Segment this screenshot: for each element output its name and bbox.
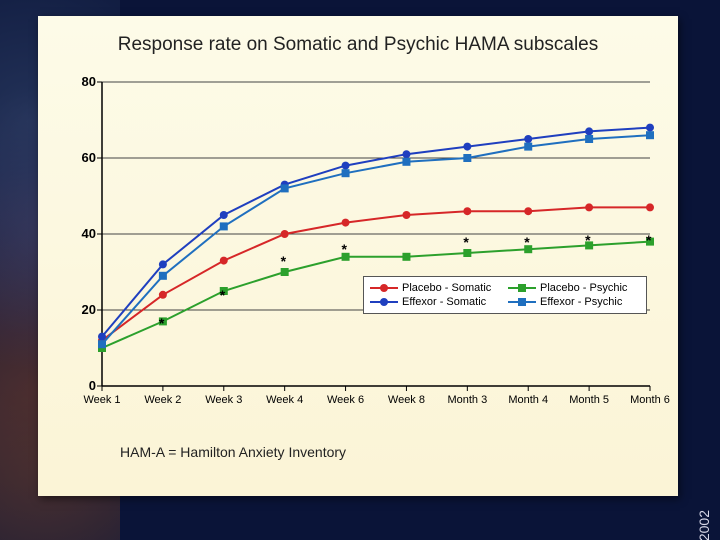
marker bbox=[342, 169, 350, 177]
chart-area: 0 20 40 60 80 Week 1 Week 2 Week 3 Week 4 Week 6 W… bbox=[68, 76, 658, 416]
y-tick-label: 20 bbox=[72, 302, 96, 317]
paper-panel: Response rate on Somatic and Psychic HAM… bbox=[38, 16, 678, 496]
marker bbox=[463, 154, 471, 162]
x-tick-label: Week 1 bbox=[75, 394, 129, 406]
series-placebo---somatic bbox=[102, 207, 650, 340]
footnote: HAM-A = Hamilton Anxiety Inventory bbox=[120, 444, 346, 460]
y-tick-label: 60 bbox=[72, 150, 96, 165]
marker bbox=[402, 158, 410, 166]
significance-star: * bbox=[585, 232, 590, 248]
marker bbox=[98, 333, 106, 341]
legend-item: Effexor - Psychic bbox=[508, 296, 640, 308]
marker bbox=[220, 257, 228, 265]
marker bbox=[402, 211, 410, 219]
legend-label: Placebo - Somatic bbox=[402, 282, 491, 294]
significance-star: * bbox=[281, 253, 286, 269]
marker bbox=[281, 268, 289, 276]
chart-svg bbox=[68, 76, 658, 416]
marker bbox=[585, 135, 593, 143]
significance-star: * bbox=[342, 241, 347, 257]
significance-star: * bbox=[524, 234, 529, 250]
y-tick-label: 80 bbox=[72, 74, 96, 89]
marker bbox=[159, 272, 167, 280]
significance-star: * bbox=[220, 287, 225, 303]
side-caption: Poster presented at ECNP 2002 bbox=[696, 510, 712, 540]
x-tick-label: Month 6 bbox=[623, 394, 677, 406]
x-tick-label: Week 6 bbox=[319, 394, 373, 406]
marker bbox=[342, 162, 350, 170]
x-tick-label: Week 2 bbox=[136, 394, 190, 406]
marker bbox=[646, 124, 654, 132]
x-tick-label: Week 3 bbox=[197, 394, 251, 406]
legend-item: Placebo - Psychic bbox=[508, 282, 640, 294]
legend-label: Placebo - Psychic bbox=[540, 282, 627, 294]
slide: Response rate on Somatic and Psychic HAM… bbox=[0, 0, 720, 540]
slide-title: Response rate on Somatic and Psychic HAM… bbox=[38, 34, 678, 56]
marker bbox=[402, 253, 410, 261]
legend-label: Effexor - Psychic bbox=[540, 296, 622, 308]
x-tick-label: Week 4 bbox=[258, 394, 312, 406]
x-tick-label: Month 5 bbox=[562, 394, 616, 406]
significance-star: * bbox=[646, 232, 651, 248]
x-tick-label: Month 3 bbox=[440, 394, 494, 406]
marker bbox=[646, 203, 654, 211]
significance-star: * bbox=[159, 315, 164, 331]
marker bbox=[585, 127, 593, 135]
marker bbox=[585, 203, 593, 211]
marker bbox=[524, 143, 532, 151]
marker bbox=[402, 150, 410, 158]
marker bbox=[159, 260, 167, 268]
legend-label: Effexor - Somatic bbox=[402, 296, 486, 308]
y-tick-label: 0 bbox=[72, 378, 96, 393]
x-tick-label: Month 4 bbox=[501, 394, 555, 406]
marker bbox=[646, 131, 654, 139]
legend: Placebo - Somatic Placebo - Psychic Effexo… bbox=[363, 276, 647, 314]
marker bbox=[281, 230, 289, 238]
marker bbox=[524, 135, 532, 143]
marker bbox=[159, 291, 167, 299]
marker bbox=[220, 211, 228, 219]
marker bbox=[524, 207, 532, 215]
marker bbox=[463, 143, 471, 151]
marker bbox=[281, 184, 289, 192]
marker bbox=[463, 207, 471, 215]
x-tick-label: Week 8 bbox=[379, 394, 433, 406]
marker bbox=[342, 219, 350, 227]
y-tick-label: 40 bbox=[72, 226, 96, 241]
legend-item: Placebo - Somatic bbox=[370, 282, 502, 294]
marker bbox=[220, 222, 228, 230]
marker bbox=[463, 249, 471, 257]
marker bbox=[98, 340, 106, 348]
legend-item: Effexor - Somatic bbox=[370, 296, 502, 308]
significance-star: * bbox=[463, 234, 468, 250]
